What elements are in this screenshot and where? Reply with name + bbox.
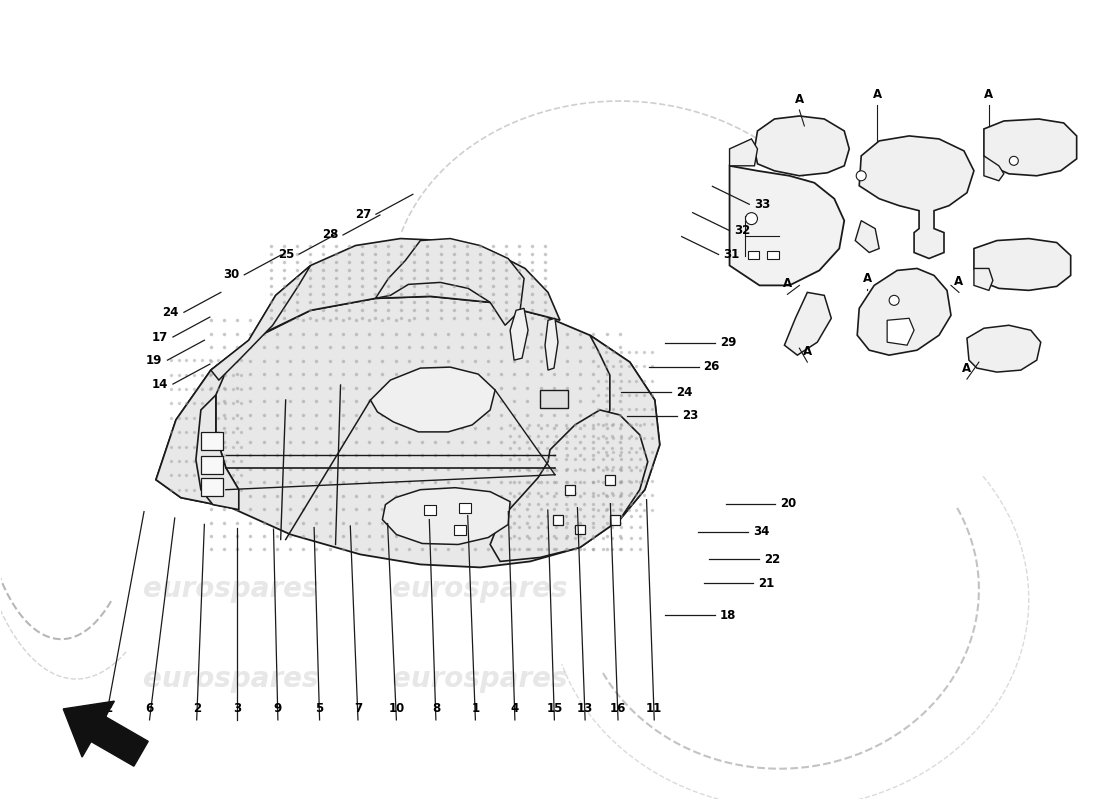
Text: 29: 29	[720, 336, 736, 349]
Text: eurospares: eurospares	[393, 665, 568, 693]
Polygon shape	[983, 156, 1004, 181]
Polygon shape	[375, 238, 524, 326]
Text: 3: 3	[233, 702, 241, 715]
Text: 26: 26	[704, 360, 720, 373]
Bar	[201, 456, 223, 474]
Text: 33: 33	[755, 198, 770, 210]
Text: 30: 30	[223, 268, 240, 282]
Polygon shape	[63, 701, 148, 766]
Text: 6: 6	[145, 702, 154, 715]
Text: 7: 7	[354, 702, 362, 715]
Bar	[201, 432, 223, 450]
Text: 12: 12	[98, 702, 113, 715]
Text: 19: 19	[146, 354, 163, 366]
Text: 11: 11	[646, 702, 662, 715]
Polygon shape	[784, 292, 832, 355]
Circle shape	[856, 170, 866, 181]
Bar	[454, 525, 466, 534]
Text: 28: 28	[321, 229, 338, 242]
Polygon shape	[755, 116, 849, 176]
Text: 2: 2	[192, 702, 201, 715]
Text: 24: 24	[676, 386, 693, 398]
Polygon shape	[371, 367, 495, 432]
Polygon shape	[590, 335, 660, 519]
Text: 1: 1	[471, 702, 480, 715]
Polygon shape	[729, 139, 758, 166]
Polygon shape	[974, 238, 1070, 290]
Text: 21: 21	[759, 577, 774, 590]
Text: 16: 16	[609, 702, 626, 715]
Circle shape	[746, 213, 758, 225]
Polygon shape	[510, 308, 528, 360]
Text: 18: 18	[720, 609, 736, 622]
Circle shape	[1010, 156, 1019, 166]
Polygon shape	[857, 269, 952, 355]
Polygon shape	[211, 266, 310, 380]
Bar	[540, 390, 568, 408]
Bar	[748, 250, 759, 259]
Text: 10: 10	[388, 702, 405, 715]
Text: A: A	[984, 88, 993, 101]
Bar	[425, 505, 437, 514]
Polygon shape	[983, 119, 1077, 176]
Text: 32: 32	[735, 224, 751, 237]
Text: 24: 24	[163, 306, 179, 319]
Text: 23: 23	[682, 410, 697, 422]
Polygon shape	[196, 395, 239, 510]
Text: 22: 22	[764, 553, 780, 566]
Polygon shape	[544, 318, 558, 370]
Polygon shape	[967, 326, 1041, 372]
Polygon shape	[156, 340, 249, 508]
Text: A: A	[962, 362, 971, 375]
Circle shape	[889, 295, 899, 306]
Text: eurospares: eurospares	[143, 665, 319, 693]
Text: 9: 9	[274, 702, 282, 715]
Text: 8: 8	[432, 702, 440, 715]
Polygon shape	[887, 318, 914, 345]
Text: eurospares: eurospares	[393, 575, 568, 603]
Text: 31: 31	[724, 248, 740, 261]
Polygon shape	[859, 136, 974, 258]
Text: 25: 25	[278, 248, 294, 261]
Polygon shape	[855, 221, 879, 253]
Polygon shape	[156, 296, 660, 567]
Text: 17: 17	[152, 330, 168, 343]
Text: A: A	[862, 272, 872, 286]
Polygon shape	[249, 238, 560, 340]
Polygon shape	[383, 488, 510, 545]
Polygon shape	[729, 166, 845, 286]
Text: 34: 34	[754, 525, 769, 538]
Text: A: A	[955, 275, 964, 288]
Bar	[768, 250, 780, 259]
Polygon shape	[491, 410, 648, 562]
Text: 14: 14	[152, 378, 168, 390]
Text: 5: 5	[316, 702, 323, 715]
Text: 20: 20	[780, 497, 796, 510]
Text: 4: 4	[510, 702, 519, 715]
Text: eurospares: eurospares	[143, 575, 319, 603]
Text: 15: 15	[547, 702, 562, 715]
Text: 13: 13	[578, 702, 593, 715]
Text: A: A	[803, 345, 812, 358]
Bar	[201, 478, 223, 496]
Text: 27: 27	[354, 208, 371, 221]
Polygon shape	[974, 269, 993, 290]
Text: A: A	[872, 88, 882, 101]
Text: A: A	[795, 93, 804, 106]
Text: A: A	[783, 278, 792, 290]
Bar	[459, 502, 471, 513]
